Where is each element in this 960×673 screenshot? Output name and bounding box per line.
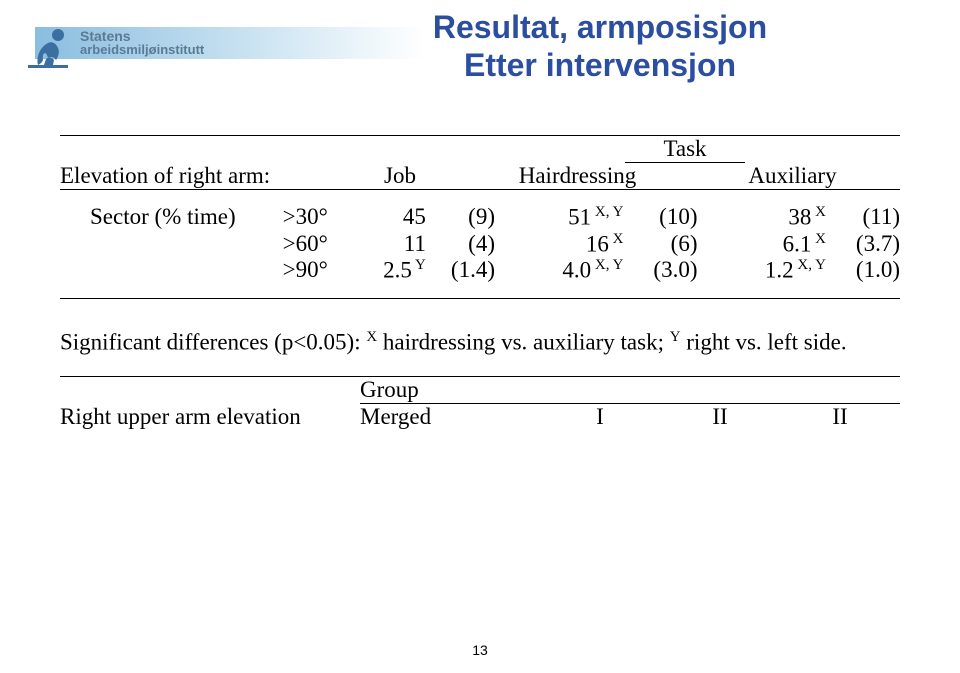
elevation-label: Elevation of right arm: [60,163,330,189]
title-line1: Resultat, armposisjon [300,8,900,46]
aux-value: 1.2 X, Y [697,257,825,284]
group-col-3: II [780,404,900,430]
job-label: Job [330,163,470,189]
sig-part2: hairdressing vs. auxiliary task; [377,330,670,355]
hair-value: 16 X [495,231,623,258]
task-underline: Task [625,136,745,163]
hair-paren: (6) [623,231,697,258]
sig-part3: right vs. left side. [681,330,847,355]
task-label: Task [663,136,706,161]
sector-cell: Sector (% time) [60,204,283,231]
spacer [60,377,360,404]
org-name: Statens arbeidsmiljøinstitutt [80,29,204,57]
aux-paren: (11) [826,204,900,231]
task-cols: Hairdressing Auxiliary [470,163,900,189]
hairdressing-label: Hairdressing [470,163,685,189]
job-paren: (1.4) [426,257,495,284]
table1-task-row: Task [60,136,900,163]
sig-supY: Y [670,329,681,345]
content-area: Task Elevation of right arm: Job Hairdre… [60,135,900,430]
sector-cell [60,257,283,284]
significance-note: Significant differences (p<0.05): X hair… [60,329,900,356]
job-value: 45 [357,204,426,231]
table1-header-row: Elevation of right arm: Job Hairdressing… [60,163,900,189]
slide-title: Resultat, armposisjon Etter intervensjon [300,8,900,84]
table2-data-row: Right upper arm elevation Merged I II II [60,404,900,430]
sig-prefix: Significant differences (p<0.05): [60,330,366,355]
table1-data-rows: Sector (% time) >30°45(9)51 X, Y(10)38 X… [60,204,900,284]
job-paren: (9) [426,204,495,231]
job-value: 11 [357,231,426,258]
sig-supX: X [366,329,377,345]
table2-group-row: Group [60,377,900,404]
spacer [60,284,900,298]
group-col-1: I [540,404,660,430]
degree-cell: >30° [283,204,357,231]
aux-paren: (3.7) [826,231,900,258]
sector-cell [60,231,283,258]
job-value: 2.5 Y [357,257,426,284]
table2: Group Right upper arm elevation Merged I… [60,376,900,430]
thinker-logo-icon [18,15,78,70]
hair-paren: (10) [623,204,697,231]
hair-paren: (3.0) [623,257,697,284]
spacer [60,190,900,204]
table-row: Sector (% time) >30°45(9)51 X, Y(10)38 X… [60,204,900,231]
group-label: Group [360,377,419,402]
task-heading-cell: Task [470,136,900,163]
group-col-2: II [660,404,780,430]
aux-value: 38 X [697,204,825,231]
hair-value: 51 X, Y [495,204,623,231]
page-number: 13 [0,642,960,658]
table-row: >90°2.5 Y(1.4)4.0 X, Y(3.0)1.2 X, Y(1.0) [60,257,900,284]
auxiliary-label: Auxiliary [685,163,900,189]
table1-bottom-rule [60,298,900,299]
spacer [330,136,470,163]
spacer [60,136,330,163]
aux-paren: (1.0) [826,257,900,284]
right-upper-arm-label: Right upper arm elevation [60,404,360,430]
hair-value: 4.0 X, Y [495,257,623,284]
merged-label: Merged [360,404,540,430]
job-paren: (4) [426,231,495,258]
table-row: >60°11(4)16 X(6)6.1 X(3.7) [60,231,900,258]
degree-cell: >90° [283,257,357,284]
degree-cell: >60° [283,231,357,258]
org-line2: arbeidsmiljøinstitutt [80,43,204,57]
org-line1: Statens [80,29,204,43]
group-heading-cell: Group [360,377,900,404]
title-line2: Etter intervensjon [300,46,900,84]
aux-value: 6.1 X [697,231,825,258]
